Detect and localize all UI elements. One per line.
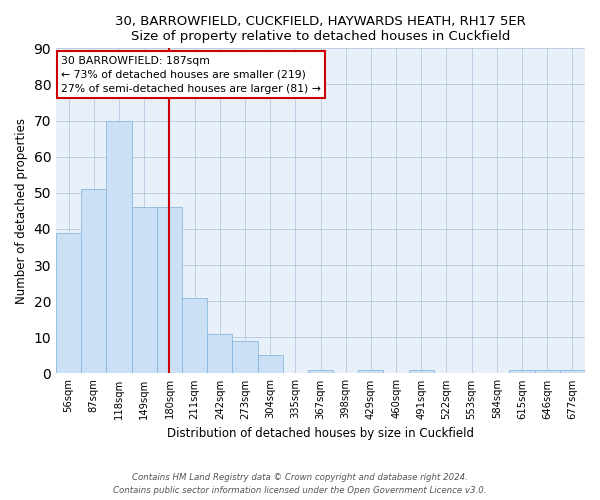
X-axis label: Distribution of detached houses by size in Cuckfield: Distribution of detached houses by size … bbox=[167, 427, 474, 440]
Bar bbox=[358, 370, 383, 374]
Bar bbox=[560, 370, 585, 374]
Text: Contains HM Land Registry data © Crown copyright and database right 2024.
Contai: Contains HM Land Registry data © Crown c… bbox=[113, 474, 487, 495]
Bar bbox=[207, 334, 232, 374]
Bar bbox=[232, 341, 257, 374]
Bar bbox=[131, 208, 157, 374]
Bar bbox=[535, 370, 560, 374]
Title: 30, BARROWFIELD, CUCKFIELD, HAYWARDS HEATH, RH17 5ER
Size of property relative t: 30, BARROWFIELD, CUCKFIELD, HAYWARDS HEA… bbox=[115, 15, 526, 43]
Bar bbox=[308, 370, 333, 374]
Bar bbox=[182, 298, 207, 374]
Bar bbox=[157, 208, 182, 374]
Bar bbox=[257, 356, 283, 374]
Bar bbox=[81, 189, 106, 374]
Text: 30 BARROWFIELD: 187sqm
← 73% of detached houses are smaller (219)
27% of semi-de: 30 BARROWFIELD: 187sqm ← 73% of detached… bbox=[61, 56, 321, 94]
Bar bbox=[56, 232, 81, 374]
Y-axis label: Number of detached properties: Number of detached properties bbox=[15, 118, 28, 304]
Bar bbox=[106, 120, 131, 374]
Bar bbox=[409, 370, 434, 374]
Bar bbox=[509, 370, 535, 374]
